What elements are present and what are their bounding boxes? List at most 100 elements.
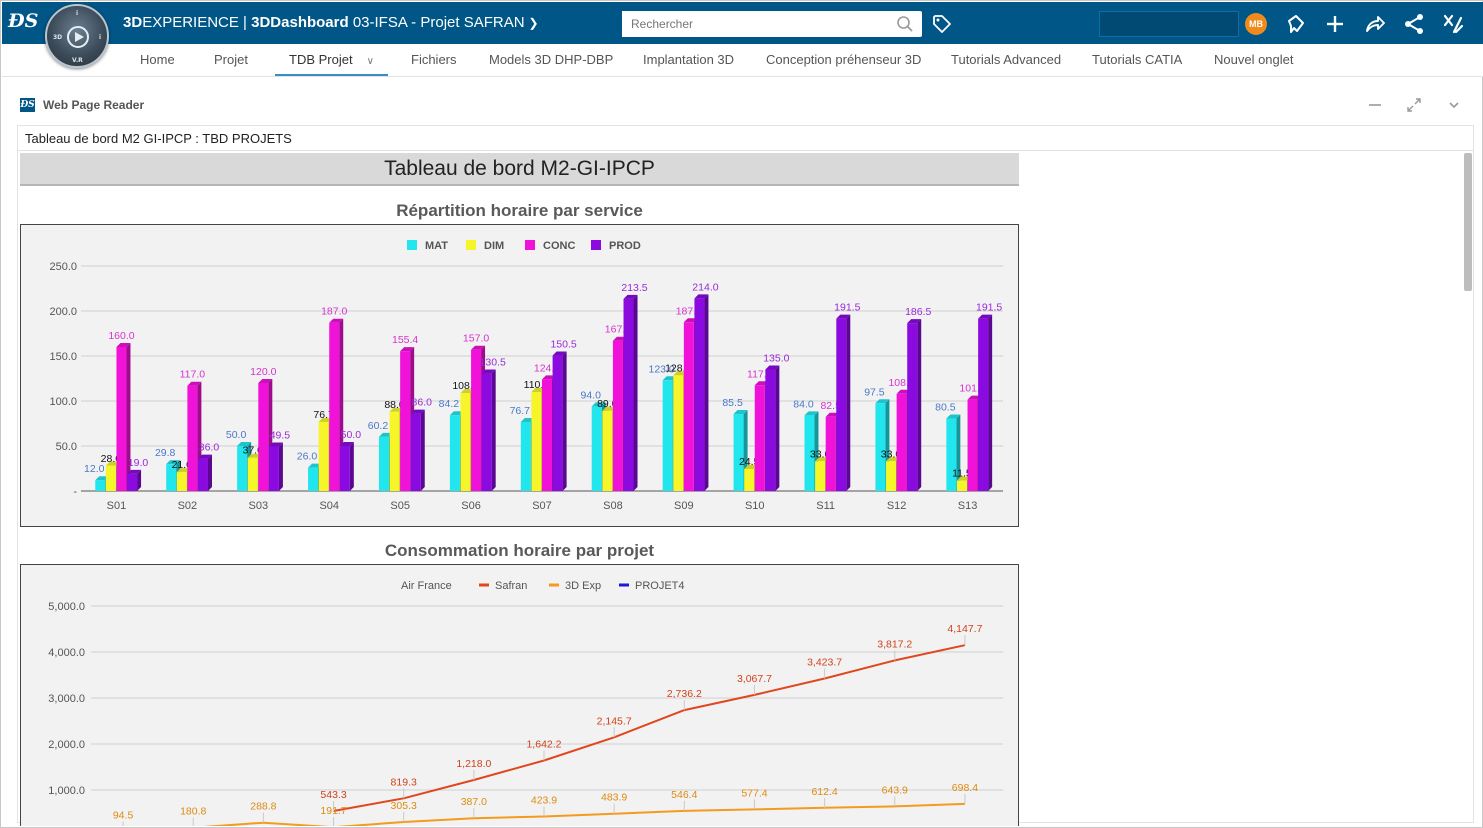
bar-mat <box>520 421 531 491</box>
bar-top <box>956 476 971 481</box>
data-label: 120.0 <box>250 366 276 378</box>
data-label: 288.8 <box>250 801 276 813</box>
data-label: 1,642.2 <box>526 738 561 750</box>
tab-tutorials-catia[interactable]: Tutorials CATIA <box>1092 44 1182 76</box>
tab-models-3d[interactable]: Models 3D DHP-DBP <box>489 44 613 76</box>
data-label: 150.5 <box>550 339 576 351</box>
page-label: Tableau de bord M2 GI-IPCP : TBD PROJETS <box>18 126 1473 151</box>
web-page-reader-icon: ƉS <box>20 98 35 112</box>
x-tick-label: S08 <box>603 500 623 512</box>
bar-prod <box>410 413 421 491</box>
data-label: 97.5 <box>864 386 885 398</box>
bar-dim <box>673 375 684 491</box>
bar-dim <box>460 393 471 491</box>
network-icon[interactable] <box>1403 13 1425 35</box>
bar-top <box>400 347 415 352</box>
share-icon[interactable] <box>1364 13 1386 35</box>
tab-tdb-projet[interactable]: TDB Projet ∨ <box>275 44 388 76</box>
bar-side <box>846 314 851 491</box>
bar-top <box>744 464 759 469</box>
bar-prod <box>907 323 918 491</box>
tag-icon[interactable] <box>932 14 952 34</box>
bar-dim <box>602 410 613 491</box>
bar-top <box>754 381 769 386</box>
bar-top <box>694 294 709 299</box>
bar-dim <box>744 468 755 491</box>
bar-mat <box>378 436 389 491</box>
dashboard-name: 03-IFSA - Projet SAFRAN <box>348 14 525 31</box>
minimize-icon[interactable] <box>1366 96 1384 114</box>
play-icon[interactable] <box>67 26 89 48</box>
app-title[interactable]: 3DEXPERIENCE | 3DDashboard 03-IFSA - Pro… <box>123 14 539 31</box>
bar-side <box>349 442 354 491</box>
data-label: 12.0 <box>84 463 105 475</box>
bar-prod <box>694 298 705 491</box>
bar-mat <box>449 415 460 491</box>
search-icon[interactable] <box>896 15 914 33</box>
tab-home[interactable]: Home <box>140 44 175 76</box>
bar-top <box>481 369 496 374</box>
add-icon[interactable] <box>1324 13 1346 35</box>
bar-conc <box>825 416 836 491</box>
user-field[interactable] <box>1099 11 1239 37</box>
chevron-down-icon[interactable]: ∨ <box>366 56 374 67</box>
data-label: 117.0 <box>180 369 206 381</box>
tab-implantation-3d[interactable]: Implantation 3D <box>643 44 734 76</box>
tab-tutorials-advanced[interactable]: Tutorials Advanced <box>951 44 1061 76</box>
data-label: 37.0 <box>242 445 263 457</box>
data-label: 130.5 <box>480 357 506 369</box>
chevron-down-icon[interactable]: ❯ <box>528 16 539 30</box>
compass-icon[interactable]: i 3D i V.R <box>45 4 109 68</box>
bar-top <box>166 460 181 465</box>
tab-label: Conception préhenseur 3D <box>766 52 922 67</box>
bar-side <box>137 469 142 491</box>
bar-top <box>946 414 961 419</box>
bar-mat <box>804 415 815 491</box>
bar-top <box>602 406 617 411</box>
data-label: 180.8 <box>180 806 206 818</box>
bar-dim <box>531 392 542 491</box>
bar-top <box>673 371 688 376</box>
tab-fichiers[interactable]: Fichiers <box>411 44 457 76</box>
x-tick-label: S12 <box>887 500 907 512</box>
x-tick-label: S05 <box>390 500 410 512</box>
legend-entry: PROJET4 <box>635 580 685 592</box>
tools-icon[interactable] <box>1442 13 1464 35</box>
ds-logo-icon[interactable]: ƉS <box>8 10 39 32</box>
service-bar-chart: 250.0 200.0 150.0 100.0 50.0 - MAT DIM CONC PROD S… <box>49 240 1003 512</box>
bar-top <box>612 336 627 341</box>
data-label: 49.5 <box>270 429 291 441</box>
chat-icon[interactable] <box>1285 13 1307 35</box>
chevron-down-icon[interactable] <box>1445 96 1463 114</box>
bar-dim <box>176 472 187 491</box>
tab-label: Implantation 3D <box>643 52 735 67</box>
bar-prod <box>268 446 279 491</box>
tab-label: Home <box>140 52 175 67</box>
search-box[interactable] <box>622 11 922 37</box>
data-label: 123.0 <box>649 363 675 375</box>
data-label: 36.0 <box>199 442 220 454</box>
bar-dim <box>886 461 897 491</box>
widget-body: Tableau de bord M2 GI-IPCP : TBD PROJETS… <box>17 125 1474 826</box>
bar-top <box>378 432 393 437</box>
data-label: 76.7 <box>510 405 531 417</box>
tab-projet[interactable]: Projet <box>214 44 248 76</box>
bar-conc <box>754 385 765 491</box>
maximize-icon[interactable] <box>1405 96 1423 114</box>
legend-entry: 3D Exp <box>565 580 601 592</box>
x-tick-label: S01 <box>107 500 127 512</box>
tab-conception-prehenseur[interactable]: Conception préhenseur 3D <box>766 44 921 76</box>
data-label: 24.5 <box>739 456 760 468</box>
tab-label: Fichiers <box>411 52 457 67</box>
scrollbar[interactable] <box>1464 153 1472 291</box>
legend-entry: MAT <box>425 240 448 252</box>
data-label: 423.9 <box>531 795 557 807</box>
tab-nouvel-onglet[interactable]: Nouvel onglet <box>1214 44 1294 76</box>
data-label: 157.0 <box>463 333 489 345</box>
bar-top <box>733 410 748 415</box>
avatar[interactable]: MB <box>1245 13 1267 35</box>
bar-top <box>176 468 191 473</box>
search-input[interactable] <box>622 11 882 37</box>
bar-top <box>308 463 323 468</box>
